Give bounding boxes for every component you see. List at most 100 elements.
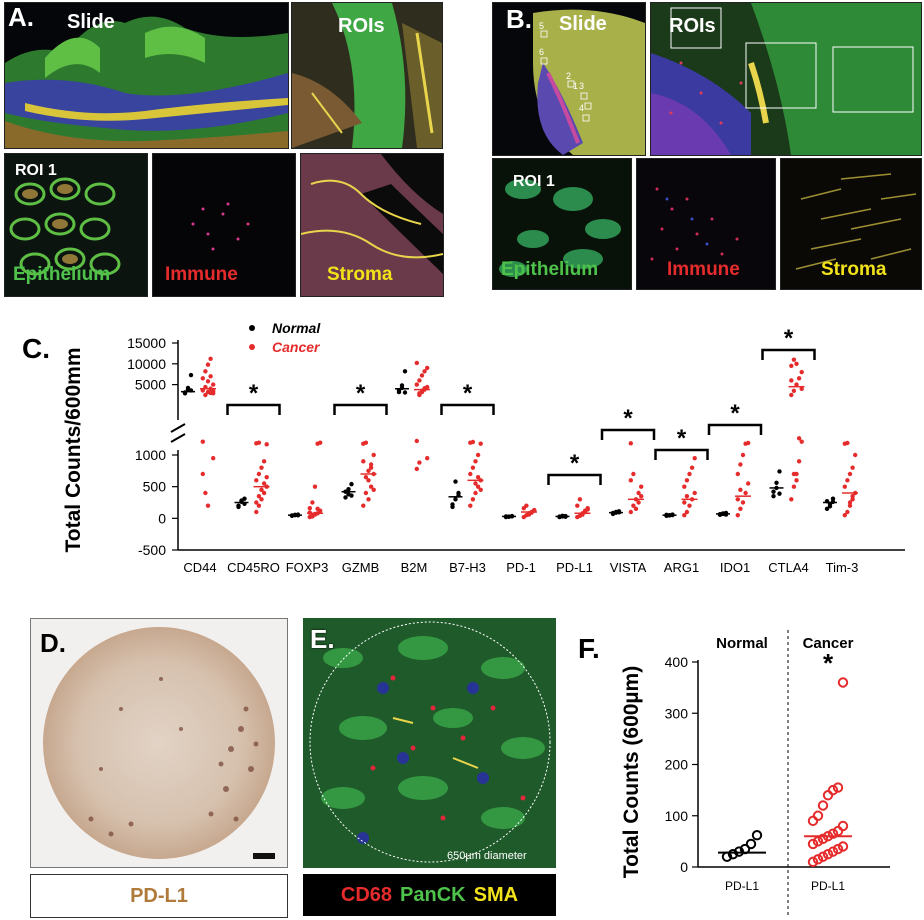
panel-c-significance-bracket (440, 403, 495, 415)
panel-c-axis-break-mark-1 (170, 423, 186, 433)
panel-c-normal-point (346, 487, 351, 492)
panel-f-y-tick-label: 200 (665, 757, 689, 773)
panel-c-cancer-point (796, 436, 802, 441)
panel-b-roi1-label: ROI 1 (513, 173, 555, 190)
panel-f-letter: F. (578, 633, 600, 664)
panel-c-cancer-point (735, 512, 740, 518)
panel-c-cancer-point (417, 378, 422, 383)
panel-a-stroma-label: Stroma (327, 264, 393, 285)
panel-c-cancer-point (361, 503, 366, 508)
panel-e-sma-label: SMA (473, 883, 519, 906)
panel-f-cancer-point (827, 828, 839, 839)
panel-c-cancer-point (789, 378, 794, 383)
panel-c-cancer-point (796, 376, 802, 381)
panel-f-cancer-point (807, 815, 819, 827)
panel-c-normal-point (824, 506, 830, 512)
panel-c-significance-star: * (730, 400, 740, 427)
panel-c-cancer-point (740, 500, 746, 505)
panel-b-roi-number-5: 5 (539, 21, 545, 31)
panel-c-cancer-point (791, 471, 797, 477)
panel-c-cancer-point (794, 478, 799, 483)
panel-f-cancer-point (817, 800, 829, 811)
panel-a-immune-label: Immune (165, 264, 238, 285)
panel-c-significance-star: * (623, 405, 633, 432)
panel-c-cancer-point (211, 382, 216, 387)
panel-c-cancer-point (692, 455, 697, 461)
panel-f-normal-point (733, 846, 745, 857)
panel-c-cancer-point (371, 487, 376, 493)
panel-f-cancer-point (812, 810, 824, 821)
panel-c-cancer-point (363, 440, 369, 445)
panel-c-cancer-point (628, 509, 633, 515)
panel-c-legend-normal-label: Normal (272, 320, 321, 336)
panel-c-normal-point (771, 489, 776, 494)
panel-c-cancer-point (684, 509, 690, 515)
panel-c-cancer-point (845, 440, 850, 446)
panel-c-normal-point (777, 469, 782, 474)
panel-c-significance-star: * (570, 450, 580, 477)
panel-f-cancer-point (812, 854, 824, 865)
panel-c-cancer-point (259, 487, 264, 493)
panel-c-y-tick-label: 15000 (127, 335, 166, 351)
panel-f-group-label: Normal (716, 635, 768, 652)
panel-c-cancer-point (205, 379, 211, 384)
panel-f-cancer-point (822, 848, 834, 860)
panel-c-significance-bracket (654, 448, 709, 460)
panel-a-letter: A. (8, 2, 34, 32)
panel-f-normal-point (751, 830, 763, 841)
panel-c-cancer-point (636, 500, 641, 505)
panel-a-rois-image: ROIs (291, 2, 443, 149)
panel-c-cancer-point (208, 356, 213, 362)
panel-c-cancer-point (799, 386, 804, 391)
panel-f-cancer-point (837, 820, 849, 832)
panel-c-x-tick-label: FOXP3 (286, 560, 329, 575)
panel-f-y-tick-label: 400 (665, 654, 689, 670)
panel-c-x-tick-label: CTLA4 (768, 560, 808, 575)
panel-c-normal-point (450, 502, 455, 507)
panel-c-cancer-point (692, 490, 697, 496)
panel-c-significance-star: * (677, 425, 687, 452)
panel-c-normal-point (777, 491, 782, 496)
panel-c-cancer-point (789, 392, 794, 398)
panel-c-cancer-point (203, 369, 208, 374)
panel-c-cancer-point (845, 509, 850, 515)
panel-c-cancer-point (371, 452, 376, 458)
panel-c-cancer-point (254, 509, 259, 515)
panel-c-cancer-point (738, 462, 743, 467)
panel-c-cancer-point (264, 442, 269, 447)
panel-c-significance-bracket (226, 403, 281, 415)
panel-f-y-tick-label: 100 (665, 808, 689, 824)
panel-c-significance-bracket (761, 348, 816, 360)
panel-c-y-tick-label: 10000 (127, 356, 166, 372)
panel-c-x-tick-label: B2M (401, 560, 428, 575)
panel-c-cancer-point (211, 455, 216, 461)
panel-c-x-tick-label: GZMB (342, 560, 380, 575)
panel-e-panck-label: PanCK (400, 883, 466, 906)
panel-c-cancer-point (368, 484, 374, 489)
panel-c-y-tick-label: -500 (138, 542, 166, 558)
panel-a-slide-image: Slide (4, 2, 289, 149)
panel-c-cancer-point (628, 478, 633, 483)
panel-c-cancer-point (687, 471, 692, 477)
panel-c-cancer-point (414, 360, 419, 366)
panel-c-cancer-point (478, 487, 483, 493)
panel-c-normal-point (349, 481, 354, 487)
panel-c-significance-bracket (600, 428, 656, 440)
panel-f-cancer-point (827, 846, 839, 857)
panel-c-cancer-point (468, 503, 473, 508)
panel-c-legend-cancer-marker (249, 344, 255, 350)
panel-c-legend-cancer-label: Cancer (272, 339, 321, 355)
panel-c-cancer-point (689, 465, 695, 470)
panel-c-cancer-point (789, 497, 794, 502)
panel-c-cancer-point (310, 500, 315, 505)
panel-c-cancer-point (256, 493, 262, 499)
panel-d-caption: PD-L1 (30, 874, 288, 918)
panel-c-normal-point (402, 369, 408, 374)
panel-c-significance-star: * (249, 380, 259, 407)
panel-f-cancer-point (817, 851, 829, 862)
panel-c-normal-point (239, 498, 244, 503)
panel-c-cancer-point (475, 452, 481, 458)
panel-b-immune-label: Immune (667, 259, 740, 280)
panel-c-cancer-point (633, 506, 639, 512)
panel-c-cancer-point (205, 503, 211, 508)
